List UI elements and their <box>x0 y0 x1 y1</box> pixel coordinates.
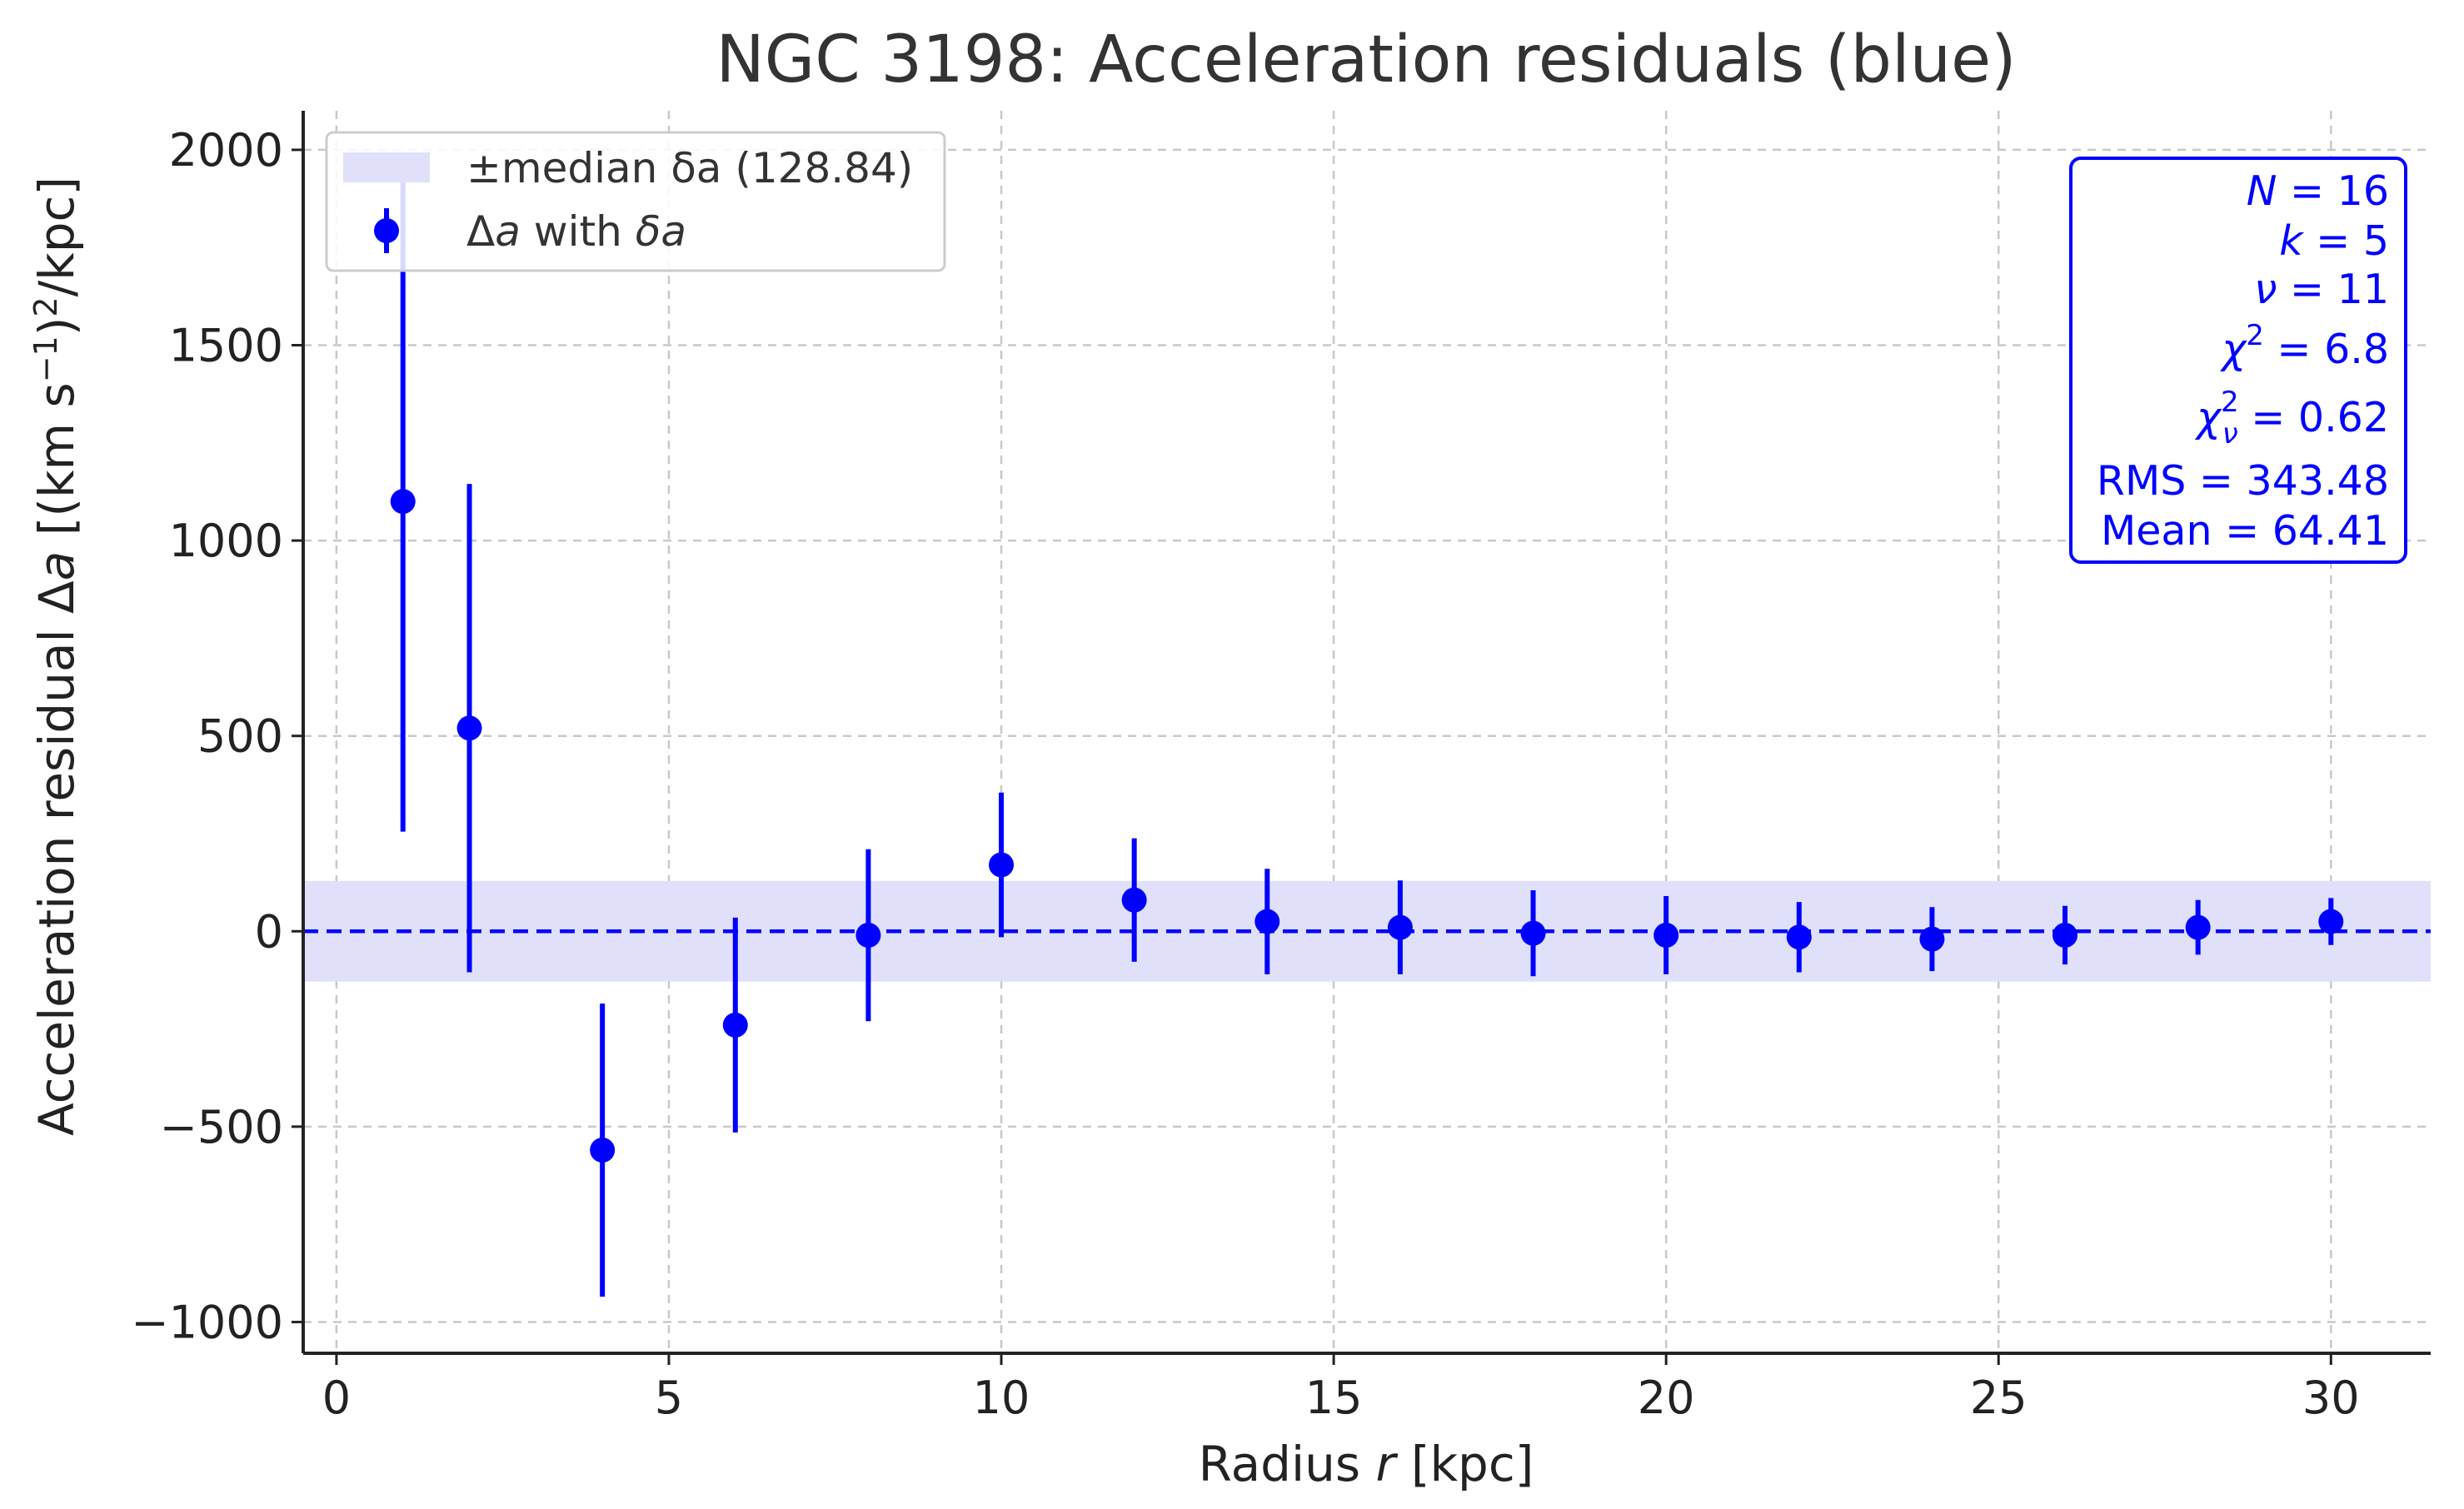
stats-mean: Mean = 64.41 <box>2101 507 2389 555</box>
legend-point-label-delta: Δ <box>466 207 495 256</box>
stats-chi2-val: = 6.8 <box>2264 326 2389 373</box>
data-point-11 <box>1786 924 1812 950</box>
data-point-12 <box>1919 926 1945 952</box>
x-tick-label-2: 10 <box>973 1372 1030 1424</box>
data-point-7 <box>1254 909 1280 934</box>
points-layer <box>390 171 2344 1297</box>
y-axis-title: Acceleration residual Δa [(km s−1)2/kpc] <box>27 177 85 1136</box>
x-axis-title-unit: [kpc] <box>1395 1436 1534 1492</box>
y-tick-label-3: 500 <box>197 710 283 763</box>
band-layer <box>303 880 2431 982</box>
data-point-3 <box>722 1012 748 1038</box>
x-tick-label-0: 0 <box>322 1372 351 1424</box>
stats-chi2: χ2 = 6.8 <box>2219 319 2389 373</box>
stats-chi2nu: χ2 ν = 0.62 <box>2194 386 2389 451</box>
x-axis-title-prefix: Radius <box>1199 1436 1376 1492</box>
x-tick-label-5: 25 <box>1970 1372 2028 1424</box>
chart-title: NGC 3198: Acceleration residuals (blue) <box>716 22 2016 97</box>
stats-frame <box>2069 157 2407 564</box>
stats-n: N = 16 <box>2247 167 2389 215</box>
stats-chi2-var: χ <box>2219 326 2247 373</box>
y-axis-title-tail: /kpc] <box>28 177 85 296</box>
stats-chi2nu-sub: ν <box>2222 417 2238 451</box>
stats-rms: RMS = 343.48 <box>2097 457 2389 505</box>
data-point-8 <box>1387 914 1413 940</box>
y-axis-title-unit: [(km s <box>28 382 85 550</box>
x-tick-label-4: 20 <box>1638 1372 1695 1424</box>
stats-box: N = 16 k = 5 ν = 11 χ2 = 6.8 χ2 ν = 0.62 … <box>2069 157 2407 564</box>
data-point-13 <box>2053 922 2078 948</box>
stats-chi2nu-exp: 2 <box>2221 386 2239 419</box>
axis-layer: 0 5 10 15 20 25 30 −1000 −500 0 500 1000 1500 2000 <box>131 111 2431 1424</box>
stats-chi2nu-val: = 0.62 <box>2238 394 2389 441</box>
legend-point-label-da: δa <box>636 207 686 256</box>
legend-band-swatch <box>343 152 430 182</box>
data-point-6 <box>1121 887 1147 913</box>
y-axis-title-paren: ) <box>28 317 85 336</box>
data-point-9 <box>1520 920 1546 946</box>
stats-chi2nu-var: χ <box>2194 394 2222 441</box>
x-tick-label-3: 15 <box>1305 1372 1363 1424</box>
x-tick-label-6: 30 <box>2302 1372 2360 1424</box>
legend-frame <box>325 131 946 272</box>
x-axis-title: Radius r [kpc] <box>1199 1436 1534 1492</box>
y-tick-label-1: −500 <box>160 1101 283 1153</box>
y-axis-title-var: a <box>28 551 85 581</box>
x-tick-label-1: 5 <box>655 1372 683 1424</box>
x-axis-title-var: r <box>1376 1436 1399 1492</box>
data-point-2 <box>590 1138 616 1163</box>
y-tick-label-0: −1000 <box>131 1296 283 1348</box>
legend-point-label-with: with <box>521 207 636 256</box>
legend-point-label: Δa with δa <box>466 207 686 256</box>
y-axis-title-prefix: Acceleration residual Δ <box>28 580 85 1136</box>
stats-chi2-exp: 2 <box>2246 319 2264 352</box>
y-tick-label-5: 1500 <box>169 320 283 372</box>
stats-k: k = 5 <box>2279 217 2389 265</box>
data-point-4 <box>855 922 881 948</box>
data-point-15 <box>2318 909 2344 934</box>
data-point-0 <box>390 489 416 515</box>
y-axis-title-exp1: −1 <box>27 336 64 382</box>
data-point-5 <box>989 852 1015 878</box>
y-tick-label-4: 1000 <box>169 515 283 567</box>
data-point-10 <box>1653 922 1679 948</box>
stats-k-var: k <box>2279 217 2304 265</box>
legend-point-marker <box>374 218 399 243</box>
data-point-14 <box>2185 914 2211 940</box>
stats-nu-var: ν <box>2254 266 2277 313</box>
y-axis-title-exp2: 2 <box>27 296 64 316</box>
y-tick-label-6: 2000 <box>169 124 283 177</box>
legend: ±median δa (128.84) Δa with δa <box>325 131 946 272</box>
y-tick-label-2: 0 <box>255 905 283 958</box>
legend-point-label-a: a <box>495 207 521 256</box>
data-point-1 <box>456 715 482 741</box>
stats-nu: ν = 11 <box>2254 266 2389 313</box>
stats-n-var: N <box>2247 167 2277 215</box>
legend-band-label: ±median δa (128.84) <box>466 144 913 192</box>
